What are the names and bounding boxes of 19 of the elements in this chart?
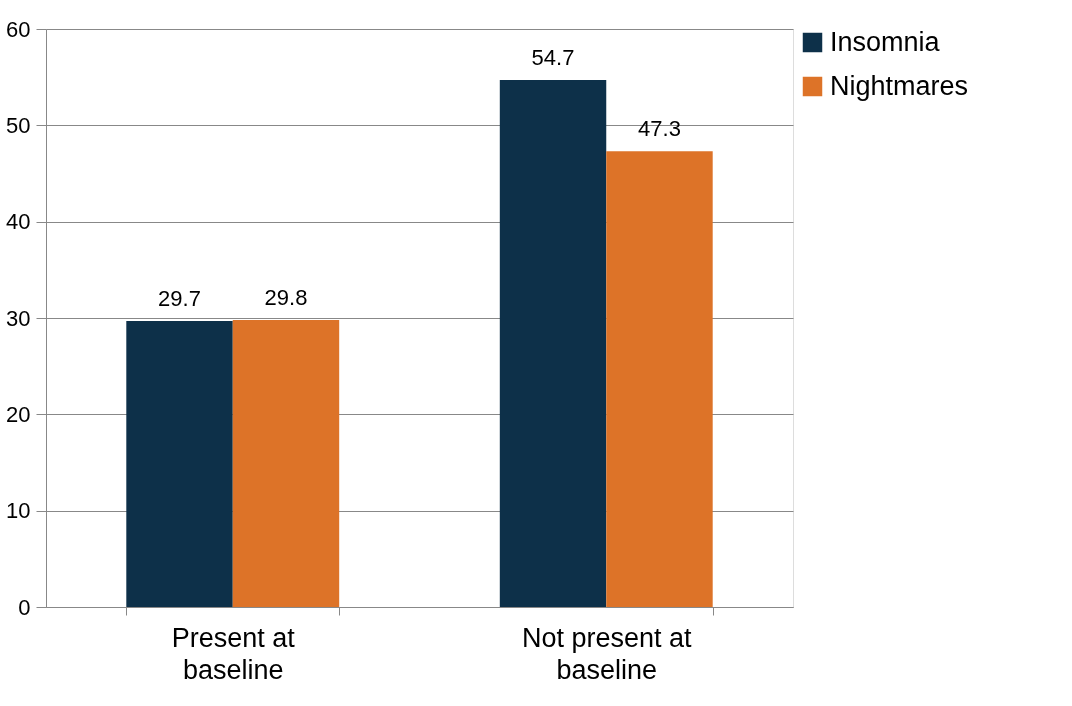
x-tick-label: Present at baseline: [171, 622, 296, 685]
legend-label: Nightmares: [830, 70, 969, 101]
bar: [606, 151, 713, 607]
data-label: 29.8: [264, 284, 308, 310]
data-label: 29.7: [158, 285, 201, 311]
y-tick-label: 40: [6, 209, 31, 235]
bar: [232, 319, 340, 607]
y-tick-label: 20: [6, 401, 31, 427]
y-tick-label: 0: [18, 594, 31, 620]
legend-label: Insomnia: [830, 26, 941, 57]
data-label: 54.7: [531, 45, 575, 71]
y-tick-label: 60: [6, 16, 31, 42]
y-tick-label: 10: [6, 498, 31, 524]
y-tick-label: 50: [6, 112, 31, 138]
bar: [126, 320, 233, 607]
y-tick-label: 30: [6, 305, 31, 331]
bar: [499, 80, 607, 607]
data-label: 47.3: [638, 116, 681, 142]
x-tick-label: Not present at baseline: [521, 622, 693, 685]
